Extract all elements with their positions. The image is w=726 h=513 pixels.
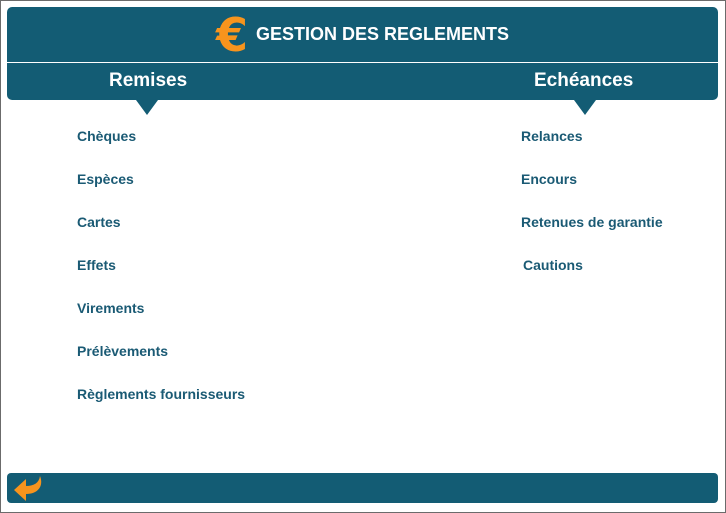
remises-pointer xyxy=(136,100,158,115)
section-title-echeances: Echéances xyxy=(534,70,634,91)
section-title-remises: Remises xyxy=(109,70,188,91)
footer-bar xyxy=(7,473,718,503)
back-arrow-icon[interactable] xyxy=(10,474,46,502)
euro-icon: € xyxy=(215,7,248,62)
link-encours[interactable]: Encours xyxy=(521,171,578,187)
header-divider xyxy=(7,62,718,63)
title-row: € GESTION DES REGLEMENTS xyxy=(7,7,718,62)
link-effets[interactable]: Effets xyxy=(77,257,116,273)
link-virements[interactable]: Virements xyxy=(77,300,145,316)
link-reglements-fournisseurs[interactable]: Règlements fournisseurs xyxy=(77,386,246,402)
link-cautions[interactable]: Cautions xyxy=(523,257,583,273)
link-relances[interactable]: Relances xyxy=(521,128,583,144)
link-cheques[interactable]: Chèques xyxy=(77,128,137,144)
header-panel: € GESTION DES REGLEMENTS Remises Echéanc… xyxy=(7,7,718,100)
page-title: GESTION DES REGLEMENTS xyxy=(255,24,510,44)
link-especes[interactable]: Espèces xyxy=(77,171,134,187)
echeances-pointer xyxy=(574,100,596,115)
link-cartes[interactable]: Cartes xyxy=(77,214,121,230)
link-retenues-de-garantie[interactable]: Retenues de garantie xyxy=(521,214,663,230)
link-prelevements[interactable]: Prélèvements xyxy=(77,343,169,359)
